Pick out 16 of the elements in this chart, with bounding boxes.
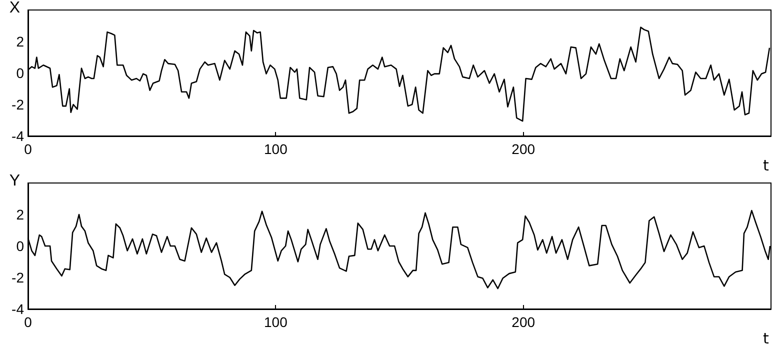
x-tick-label: 200 [512,314,536,330]
y-tick-label: 0 [16,65,24,81]
y-tick-label: 2 [16,34,24,50]
x-axis-title: t [763,330,769,347]
y-axis-title: Y [9,172,20,190]
y-axis-title: X [9,0,20,16]
x-axis-title: t [763,156,769,174]
y-tick-label: 0 [16,238,24,254]
x-tick-label: 100 [264,141,288,157]
y-tick-label: -2 [12,270,24,286]
y-tick-label: -4 [12,128,24,144]
y-tick-label: -2 [12,96,24,112]
y-tick-label: -4 [12,301,24,317]
y-tick-label: 2 [16,206,24,222]
x-tick-label: 100 [264,314,288,330]
x-tick-label: 200 [512,141,536,157]
